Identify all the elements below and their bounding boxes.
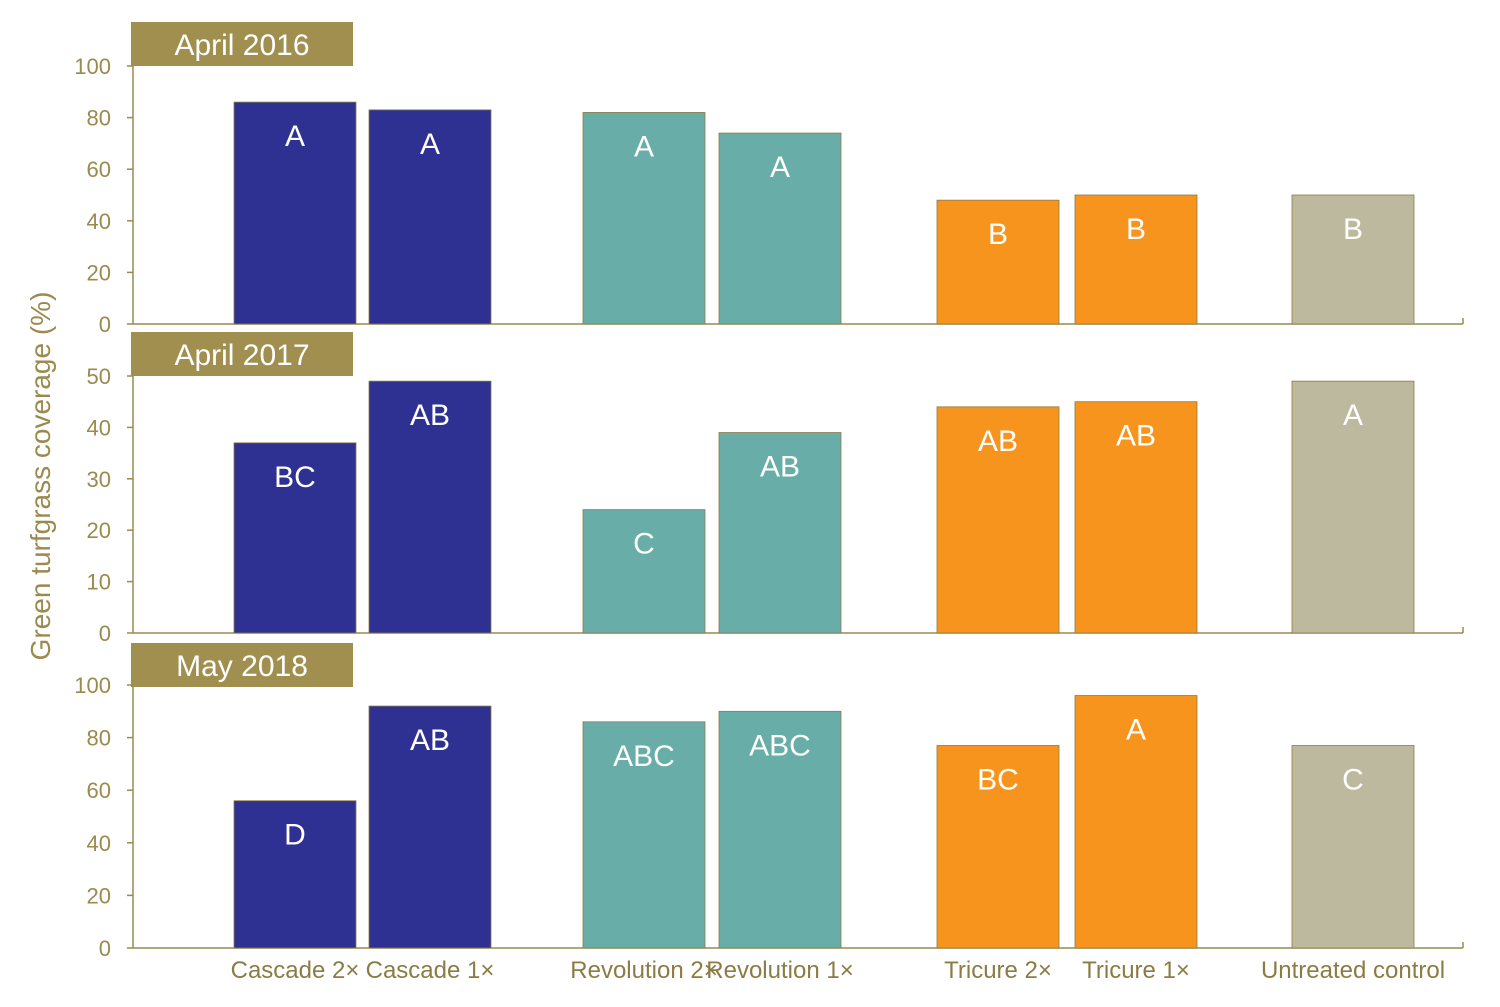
- y-tick-label: 80: [87, 106, 111, 131]
- bar-letter-label: AB: [1116, 420, 1156, 453]
- x-category-label: Revolution 2×: [570, 957, 717, 984]
- bar-letter-label: C: [1342, 763, 1364, 796]
- y-tick-label: 80: [87, 726, 111, 751]
- y-tick-label: 40: [87, 831, 111, 856]
- bar-letter-label: A: [770, 151, 790, 184]
- bar: [582, 112, 706, 325]
- bar-letter-label: AB: [760, 451, 800, 484]
- bar: [718, 432, 842, 634]
- bar: [233, 800, 357, 949]
- bar-letter-label: B: [1126, 213, 1146, 246]
- bar: [582, 721, 706, 949]
- bar: [368, 109, 492, 325]
- bar: [368, 705, 492, 949]
- bar: [368, 380, 492, 634]
- y-tick-label: 100: [74, 54, 111, 79]
- bar-letter-label: AB: [410, 724, 450, 757]
- x-category-label: Untreated control: [1261, 957, 1445, 984]
- y-tick-label: 60: [87, 778, 111, 803]
- bar-letter-label: D: [284, 819, 306, 852]
- bar-letter-label: A: [285, 120, 305, 153]
- bar: [718, 132, 842, 325]
- y-tick-label: 60: [87, 157, 111, 182]
- bar: [582, 509, 706, 634]
- x-category-label: Tricure 1×: [1082, 957, 1190, 984]
- bar: [1291, 380, 1415, 634]
- x-category-label: Cascade 2×: [231, 957, 360, 984]
- panel-title-box: [131, 22, 353, 66]
- bar-letter-label: B: [988, 218, 1008, 251]
- y-tick-label: 0: [99, 621, 111, 646]
- bar: [1074, 695, 1198, 949]
- x-category-label: Cascade 1×: [366, 957, 495, 984]
- y-tick-label: 50: [87, 364, 111, 389]
- bar: [1074, 401, 1198, 634]
- bar-letter-label: A: [1343, 399, 1363, 432]
- panel-title: April 2016: [174, 29, 309, 62]
- bar: [718, 710, 842, 949]
- bar-letter-label: C: [633, 528, 655, 561]
- bar-letter-label: ABC: [749, 729, 811, 762]
- y-tick-label: 20: [87, 518, 111, 543]
- x-category-label: Tricure 2×: [944, 957, 1052, 984]
- panel-title-box: [131, 643, 353, 687]
- y-tick-label: 100: [74, 673, 111, 698]
- bar-letter-label: BC: [274, 461, 316, 494]
- y-tick-label: 20: [87, 260, 111, 285]
- y-tick-label: 40: [87, 209, 111, 234]
- bar-letter-label: B: [1343, 213, 1363, 246]
- bar-letter-label: A: [634, 130, 654, 163]
- bar: [936, 745, 1060, 949]
- bar: [1291, 194, 1415, 325]
- y-tick-label: 40: [87, 415, 111, 440]
- bar: [233, 101, 357, 325]
- bar-letter-label: AB: [410, 399, 450, 432]
- bar: [1291, 745, 1415, 949]
- panel-title-box: [131, 332, 353, 376]
- bar: [1074, 194, 1198, 325]
- bar-letter-label: A: [420, 128, 440, 161]
- bar: [936, 199, 1060, 325]
- y-tick-label: 10: [87, 570, 111, 595]
- y-tick-label: 0: [99, 312, 111, 337]
- bar: [233, 442, 357, 634]
- panel-title: April 2017: [174, 339, 309, 372]
- bar-letter-label: ABC: [613, 740, 675, 773]
- y-tick-label: 20: [87, 883, 111, 908]
- y-tick-label: 0: [99, 936, 111, 961]
- bar-letter-label: AB: [978, 425, 1018, 458]
- y-tick-label: 30: [87, 467, 111, 492]
- bar-letter-label: A: [1126, 714, 1146, 747]
- x-category-label: Revolution 1×: [706, 957, 853, 984]
- bar: [936, 406, 1060, 634]
- y-axis-label: Green turfgrass coverage (%): [25, 292, 56, 661]
- panel-title: May 2018: [176, 650, 308, 683]
- bar-letter-label: BC: [977, 763, 1019, 796]
